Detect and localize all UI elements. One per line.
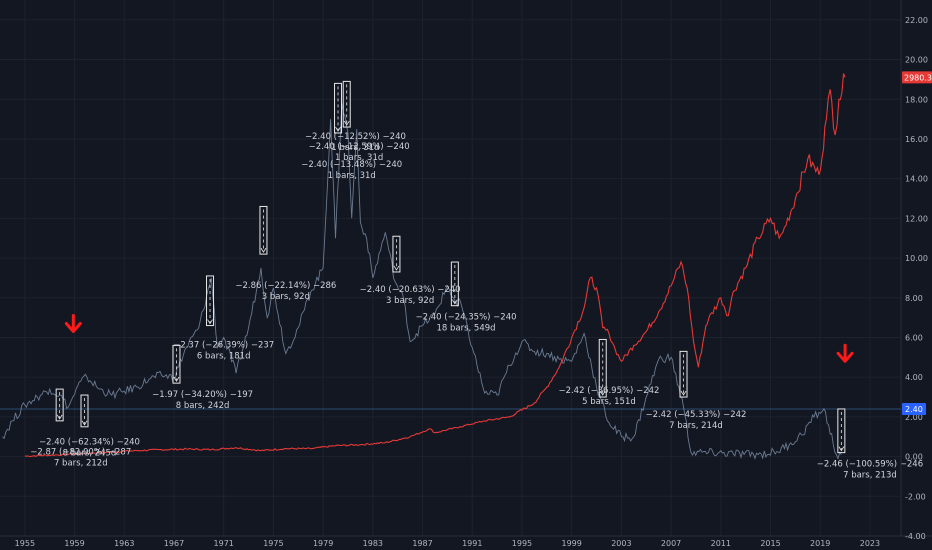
measure-arrow-icon [393, 265, 400, 271]
x-tick-label: 1983 [363, 539, 383, 548]
x-tick-label: 1995 [512, 539, 532, 548]
measure-label: 8 bars, 245d [63, 449, 117, 459]
y-tick-label: 10.00 [905, 254, 928, 263]
measure-label: 3 bars, 92d [262, 292, 310, 302]
measure-arrow-icon [81, 420, 88, 426]
x-tick-label: 1959 [64, 539, 84, 548]
y-tick-label: 18.00 [905, 95, 928, 104]
x-tick-label: 2023 [860, 539, 880, 548]
measure-label: 7 bars, 214d [669, 421, 723, 431]
price-tag-red [902, 71, 932, 84]
y-tick-label: 2.00 [905, 413, 923, 422]
measure-box[interactable] [598, 338, 607, 398]
x-tick-label: 1955 [15, 539, 35, 548]
measure-label: 5 bars, 151d [582, 397, 636, 407]
y-tick-label: 8.00 [905, 294, 923, 303]
measure-label: 1 bars, 31d [331, 143, 379, 153]
measure-arrow-icon [56, 414, 63, 420]
measure-label: −2.42 (−45.33%) −242 [645, 410, 746, 420]
x-axis[interactable]: 1955 1959 1963 1967 1971 1975 1979 1983 1987 1991… [15, 539, 880, 548]
measure-arrow-icon [838, 446, 845, 452]
x-tick-label: 1999 [561, 539, 581, 548]
measure-label: −2.86 (−22.14%) −286 [235, 281, 336, 291]
measure-label: 7 bars, 212d [54, 459, 108, 469]
measure-arrow-icon [343, 120, 350, 126]
x-tick-label: 1987 [412, 539, 432, 548]
y-tick-label: 6.00 [905, 333, 923, 342]
x-tick-label: 2007 [661, 539, 681, 548]
measure-label: −2.37 (−26.39%) −237 [173, 340, 274, 350]
measure-label: −2.42 (−36.95%) −242 [558, 386, 659, 396]
measure-box[interactable] [206, 275, 215, 327]
x-tick-label: 2011 [711, 539, 731, 548]
measure-label: −2.40 (−24.35%) −240 [416, 313, 517, 323]
measure-label: 8 bars, 242d [176, 401, 230, 411]
measure-label: −1.97 (−34.20%) −197 [152, 390, 253, 400]
red-arrowhead-icon [64, 322, 82, 334]
x-tick-label: 1971 [214, 539, 234, 548]
red-arrowhead-icon [836, 351, 854, 363]
measure-box[interactable] [334, 82, 343, 134]
series-price-line [24, 73, 846, 458]
measure-label: 1 bars, 31d [328, 171, 376, 181]
measure-box[interactable] [837, 408, 846, 454]
measure-label: −2.40 (−20.63%) −240 [360, 285, 461, 295]
measure-arrow-icon [173, 376, 180, 382]
measure-arrow-icon [207, 319, 213, 325]
measure-label: 7 bars, 213d [843, 471, 897, 481]
price-tag-blue-value: 2.40 [905, 405, 923, 414]
x-tick-label: 1963 [114, 539, 134, 548]
measure-arrow-icon [680, 390, 687, 396]
x-tick-label: 1991 [462, 539, 482, 548]
series-layer [2, 73, 846, 461]
measure-label: −2.40 (−12.52%) −240 [305, 132, 406, 142]
x-tick-label: 2003 [611, 539, 631, 548]
y-axis[interactable]: 22.00 20.00 18.00 16.00 14.00 12.00 10.00 8.00 6… [905, 16, 928, 541]
y-tick-label: 20.00 [905, 56, 928, 65]
measure-box[interactable] [80, 394, 89, 428]
measure-arrow-icon [335, 126, 341, 132]
measure-label: −2.40 (−12.59%) −240 [309, 142, 410, 152]
measure-box[interactable] [679, 350, 688, 398]
y-tick-label: -2.00 [905, 492, 926, 501]
price-tag-red-value: 2980.38 [904, 73, 932, 82]
measure-box[interactable] [342, 80, 351, 128]
y-tick-label: 22.00 [905, 16, 928, 25]
measure-label: −2.46 (−100.59%) −246 [817, 460, 923, 470]
price-tags: 2980.38 2.40 [902, 71, 932, 415]
price-tag-blue [902, 402, 926, 415]
y-tick-label: 16.00 [905, 135, 928, 144]
measure-arrow-icon [599, 390, 606, 396]
y-tick-label: 12.00 [905, 214, 928, 223]
x-tick-label: 2019 [810, 539, 830, 548]
measure-arrow-icon [260, 247, 267, 253]
measure-box[interactable] [172, 344, 181, 384]
measure-label: 3 bars, 92d [386, 296, 434, 306]
measure-label: −2.40 (−13.48%) −240 [301, 160, 402, 170]
x-tick-label: 2015 [760, 539, 780, 548]
x-tick-label: 1979 [313, 539, 333, 548]
measure-label: −2.87 (−82.00%) −287 [30, 448, 131, 458]
measure-box[interactable] [259, 205, 268, 255]
arrows [64, 314, 854, 363]
measure-label: 6 bars, 181d [197, 351, 251, 361]
measure-box[interactable] [55, 388, 64, 422]
measure-label: 1 bars, 31d [335, 153, 383, 163]
series-ratio-line [2, 103, 842, 461]
measure-box[interactable] [450, 261, 459, 307]
y-tick-label: 4.00 [905, 373, 923, 382]
measure-boxes[interactable] [55, 80, 846, 454]
y-tick-label: 0.00 [905, 453, 923, 462]
measure-label: −2.40 (−62.34%) −240 [39, 438, 140, 448]
x-tick-label: 1975 [263, 539, 283, 548]
x-tick-label: 1967 [164, 539, 184, 548]
measure-label: 18 bars, 549d [436, 324, 495, 334]
measure-arrow-icon [452, 299, 458, 305]
y-tick-label: 14.00 [905, 175, 928, 184]
y-tick-label: -4.00 [905, 532, 926, 541]
measure-box[interactable] [392, 235, 401, 273]
